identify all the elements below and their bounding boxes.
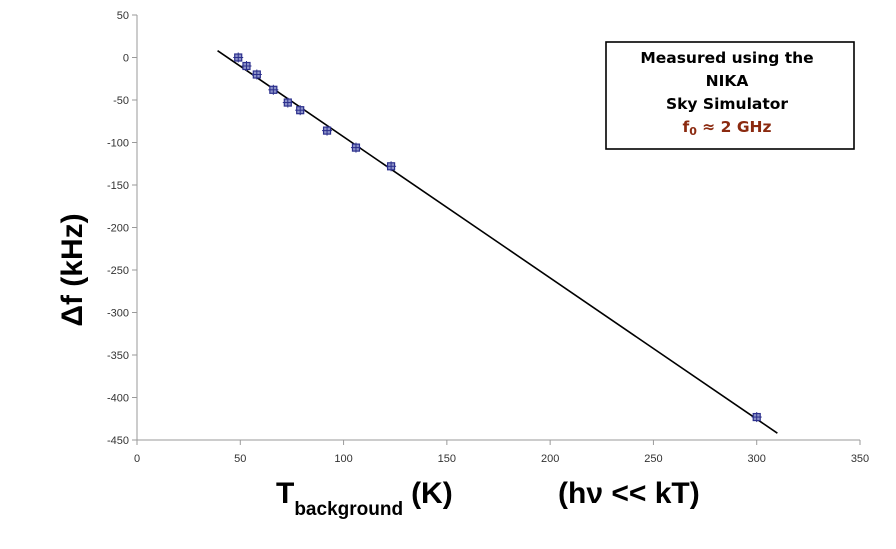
x-tick-label: 300 — [748, 453, 766, 465]
x-axis-note: (hν << kT) — [558, 477, 700, 510]
y-tick-label: -150 — [107, 180, 129, 192]
x-axis-label-main: T — [276, 477, 294, 510]
y-tick-label: -450 — [107, 435, 129, 447]
data-point — [251, 69, 262, 80]
y-tick-label: -250 — [107, 265, 129, 277]
y-tick-label: 50 — [117, 10, 129, 22]
data-point — [350, 142, 361, 153]
x-tick-label: 200 — [541, 453, 559, 465]
legend-line-2: NIKA — [706, 72, 749, 90]
data-point — [322, 125, 333, 136]
legend-frame — [605, 41, 855, 150]
data-point — [386, 161, 397, 172]
x-axis-label-sub: background — [294, 499, 403, 520]
legend-frequency: f0 ≈ 2 GHz — [682, 118, 771, 138]
data-points — [233, 52, 762, 423]
data-point — [282, 97, 293, 108]
x-axis-label: Tbackground (K) — [276, 477, 453, 520]
legend-freq-symbol: f — [682, 118, 689, 136]
y-tick-label: -350 — [107, 350, 129, 362]
x-tick-label: 50 — [234, 453, 246, 465]
x-tick-label: 0 — [134, 453, 140, 465]
x-tick-labels: 0 50 100 150 200 250 300 350 — [134, 453, 869, 465]
legend-line-3: Sky Simulator — [666, 95, 788, 113]
x-tick-label: 350 — [851, 453, 869, 465]
y-axis-label: Δf (kHz) — [56, 213, 89, 326]
x-axis-label-unit: (K) — [411, 477, 453, 510]
y-tick-labels: 50 0 -50 -100 -150 -200 -250 -300 -350 -400 -450 — [107, 10, 129, 447]
y-tick-label: 0 — [123, 53, 129, 65]
axes — [132, 14, 861, 445]
legend-freq-sub: 0 — [689, 125, 697, 138]
data-point — [241, 61, 252, 71]
y-tick-label: -200 — [107, 223, 129, 235]
data-point — [295, 105, 306, 116]
fit-line — [217, 50, 778, 434]
y-tick-label: -400 — [107, 393, 129, 405]
y-tick-label: -50 — [113, 95, 129, 107]
x-tick-label: 150 — [438, 453, 456, 465]
legend-freq-value: ≈ 2 GHz — [697, 118, 772, 136]
y-tick-label: -100 — [107, 138, 129, 150]
data-point — [233, 52, 244, 63]
x-tick-label: 100 — [334, 453, 352, 465]
data-point — [751, 412, 762, 423]
legend-line-1: Measured using the — [640, 49, 813, 67]
legend-box: Measured using the NIKA Sky Simulator f0… — [605, 41, 855, 150]
x-tick-label: 250 — [644, 453, 662, 465]
y-tick-label: -300 — [107, 308, 129, 320]
data-point — [268, 84, 279, 95]
